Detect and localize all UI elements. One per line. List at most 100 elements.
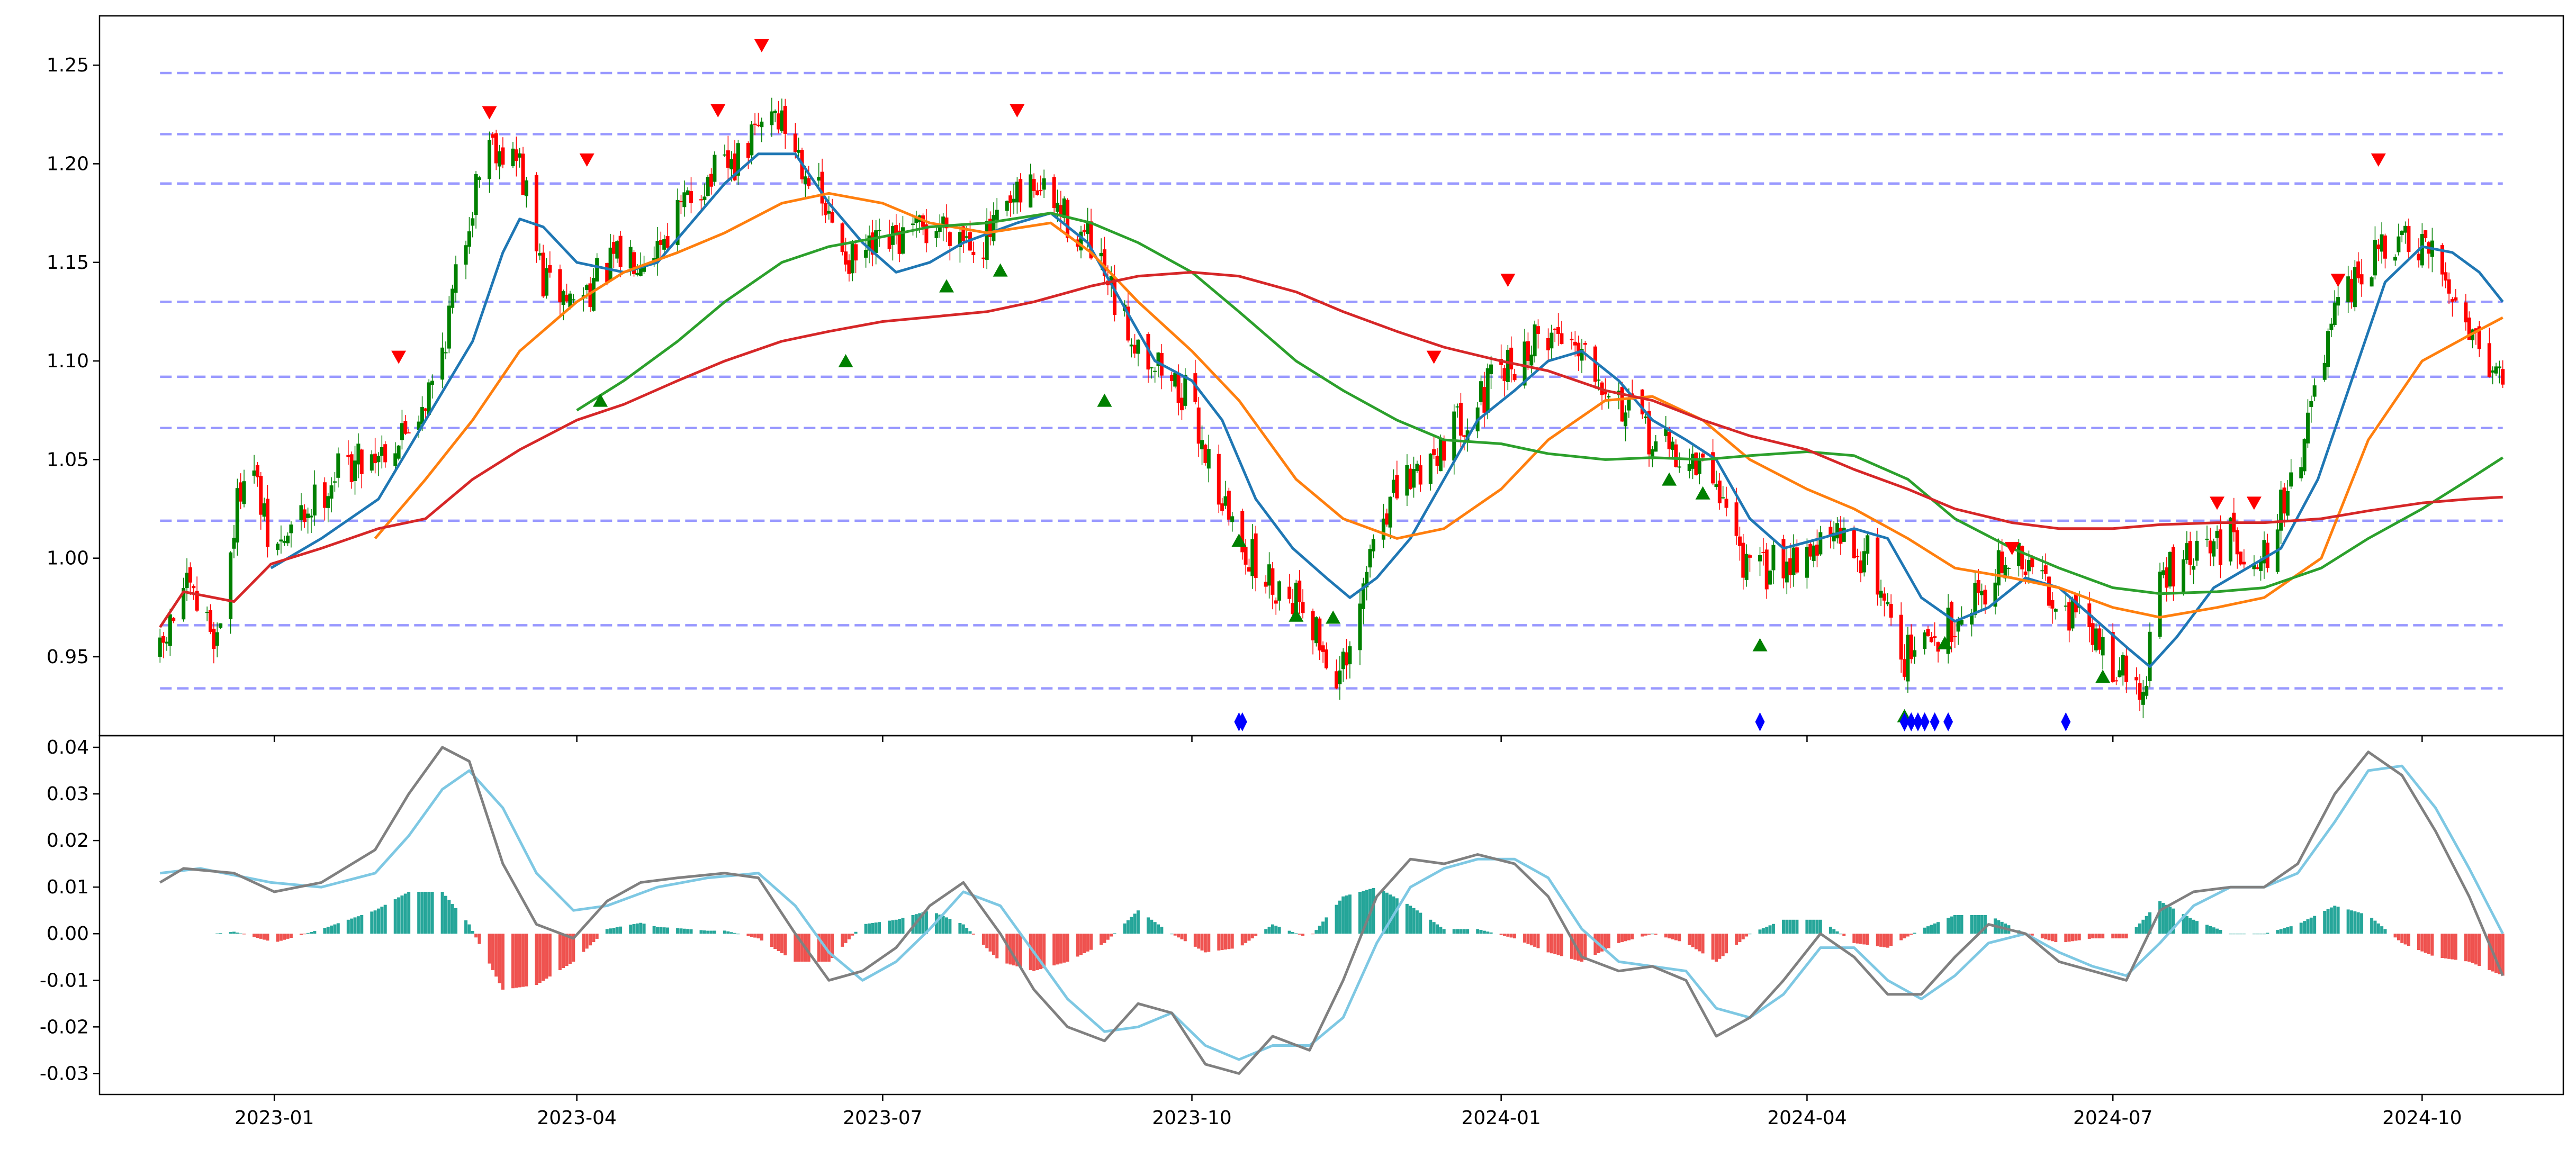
histogram-bar	[417, 891, 421, 934]
candle	[444, 341, 448, 359]
candle	[477, 175, 481, 188]
candle	[971, 241, 976, 263]
candle	[1264, 575, 1268, 594]
histogram-bar	[286, 934, 290, 939]
sell-marker	[1010, 104, 1025, 117]
candle-body	[2111, 631, 2115, 682]
candle	[1277, 580, 1282, 611]
candle-body	[1550, 332, 1554, 349]
histogram-bar	[1933, 923, 1936, 934]
candle-body	[1620, 386, 1624, 422]
candle	[558, 264, 562, 316]
candle-body	[2305, 412, 2310, 444]
histogram-bar	[2376, 923, 2380, 934]
candle	[1062, 196, 1066, 225]
candle	[447, 296, 451, 354]
candle	[403, 415, 408, 436]
candle-body	[427, 382, 431, 415]
histogram-bar	[2101, 934, 2105, 939]
candle	[1533, 320, 1537, 363]
histogram-bar	[2488, 934, 2491, 970]
candle	[2447, 272, 2451, 304]
candle	[699, 195, 704, 210]
candle-body	[894, 224, 898, 236]
candle	[1862, 538, 1866, 577]
candle-body	[1573, 341, 1577, 346]
histogram-bar	[921, 912, 925, 934]
candle	[2208, 528, 2212, 566]
candle	[1923, 629, 1927, 655]
candle-body	[2168, 551, 2172, 587]
candle	[992, 202, 996, 246]
candle-body	[2218, 529, 2222, 565]
histogram-bar	[706, 930, 710, 934]
candle-body	[675, 200, 680, 246]
histogram-bar	[2044, 934, 2048, 939]
oscillator-panel: -0.03 -0.02 -0.01 0.00 0.01 0.02 0.03 0.04 2023…	[40, 735, 2564, 1129]
histogram-bar	[2498, 934, 2501, 974]
candle-body	[1271, 568, 1275, 595]
candle-body	[1758, 555, 1762, 562]
histogram-bar	[266, 934, 269, 941]
osc-y-tick-label: 0.00	[47, 923, 89, 945]
candle	[1973, 571, 1977, 618]
histogram-bar	[888, 920, 891, 934]
histogram-bar	[1523, 934, 1527, 943]
candle	[1687, 448, 1691, 478]
candle	[565, 283, 569, 303]
histogram-bar	[1358, 891, 1362, 934]
candle-body	[1291, 603, 1295, 614]
candle-body	[1287, 586, 1292, 599]
candle-body	[2376, 245, 2381, 250]
candle	[1808, 541, 1813, 560]
histogram-bar	[376, 908, 380, 934]
buy-marker	[1326, 610, 1341, 624]
histogram-bar	[2326, 909, 2330, 934]
candle-body	[1983, 590, 1987, 605]
candle	[2464, 294, 2468, 331]
candle	[773, 109, 777, 123]
candle-body	[817, 177, 821, 181]
candle	[1691, 445, 1695, 479]
candlesticks	[158, 97, 2505, 719]
candle-body	[524, 180, 528, 196]
candle-body	[1781, 539, 1786, 578]
candle	[2336, 283, 2340, 316]
candle	[451, 284, 455, 314]
candle-body	[662, 239, 666, 250]
candle-body	[874, 230, 878, 253]
candle-body	[2148, 631, 2152, 681]
histogram-bar	[723, 930, 726, 934]
histogram-bar	[2124, 934, 2128, 939]
candle	[1818, 526, 1823, 556]
sell-marker	[2246, 496, 2262, 510]
candle	[1385, 508, 1389, 527]
candle	[188, 562, 192, 595]
candle-body	[209, 610, 213, 632]
candle	[1314, 616, 1318, 647]
candle	[1933, 622, 1937, 646]
candle	[2501, 360, 2505, 388]
histogram-bar	[236, 933, 239, 934]
candle	[1536, 319, 1540, 349]
histogram-bar	[1701, 934, 1705, 954]
histogram-bar	[995, 934, 999, 958]
candle	[1714, 471, 1718, 490]
candle	[430, 374, 435, 399]
histogram-bar	[1876, 934, 1879, 946]
candle	[2487, 328, 2491, 378]
candle-body	[1808, 544, 1813, 557]
candle-body	[1714, 484, 1718, 487]
candle-body	[1458, 403, 1463, 436]
candle-body	[1815, 545, 1819, 556]
candle-body	[518, 153, 522, 158]
candle	[1949, 600, 1953, 653]
candle	[279, 525, 283, 554]
candle	[2047, 576, 2051, 608]
candle-body	[1452, 411, 1456, 461]
candle-body	[215, 632, 219, 646]
candle-body	[2322, 363, 2327, 380]
histogram-bar	[1110, 934, 1113, 937]
candle	[2171, 544, 2175, 601]
